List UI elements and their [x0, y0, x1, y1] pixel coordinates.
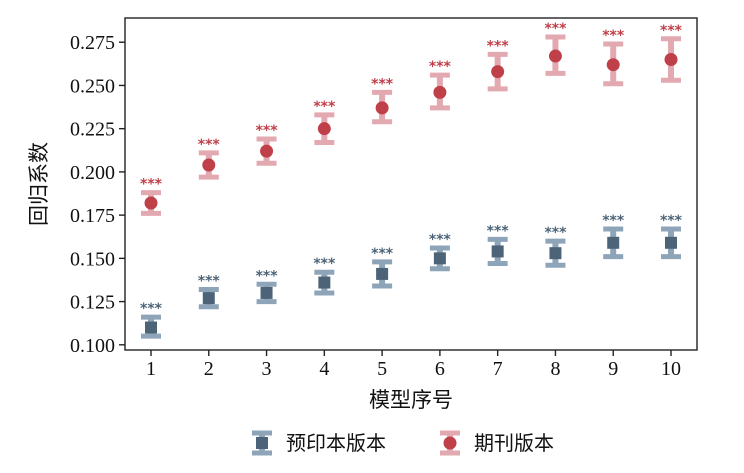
data-point	[606, 58, 620, 72]
series-2: *** *** *** *** *** *** *** *** *** ***	[140, 21, 683, 216]
data-point	[433, 252, 446, 265]
x-tick-label: 9	[608, 358, 618, 380]
data-point	[664, 53, 678, 66]
significance-label: ***	[313, 256, 336, 272]
legend-swatch	[256, 437, 268, 449]
significance-label: ***	[429, 232, 452, 248]
y-tick-label: 0.250	[70, 75, 115, 97]
significance-label: ***	[140, 177, 163, 193]
data-point	[145, 321, 157, 334]
significance-label: ***	[660, 213, 683, 229]
y-tick-label: 0.225	[70, 119, 115, 141]
x-tick-label: 4	[319, 358, 329, 380]
data-point	[202, 292, 215, 305]
chart-marks: ****** *************** ****** *************…	[140, 21, 683, 339]
x-tick-label: 2	[204, 358, 214, 380]
significance-label: ***	[140, 301, 163, 317]
significance-label: ***	[198, 137, 221, 153]
data-point	[260, 144, 274, 158]
significance-label: ***	[429, 59, 452, 75]
significance-label: ***	[371, 76, 394, 92]
significance-label: ***	[371, 246, 394, 262]
x-tick-label: 8	[550, 358, 560, 380]
data-point	[491, 245, 504, 258]
significance-label: ***	[544, 225, 567, 241]
data-point	[491, 65, 505, 79]
legend-item-2: 期刊版本	[440, 430, 554, 456]
significance-label: ***	[602, 213, 625, 229]
x-tick-label: 1	[146, 358, 156, 380]
data-point	[260, 286, 273, 299]
significance-label: ***	[487, 38, 510, 54]
y-tick-label: 0.125	[70, 292, 115, 314]
x-tick-label: 7	[493, 358, 503, 380]
x-tick-label: 6	[435, 358, 445, 380]
x-tick-label: 5	[377, 358, 387, 380]
plot-frame	[124, 17, 698, 351]
legend-label: 期刊版本	[474, 431, 554, 455]
significance-label: ***	[198, 273, 221, 289]
significance-label: ***	[313, 99, 336, 115]
y-tick-label: 0.175	[70, 205, 115, 227]
data-point	[318, 276, 331, 289]
x-tick-label: 10	[661, 358, 681, 380]
data-point	[144, 196, 158, 210]
data-point	[433, 85, 447, 99]
legend-label: 预印本版本	[286, 431, 386, 455]
data-point	[665, 236, 677, 249]
significance-label: ***	[256, 268, 279, 284]
data-point	[202, 158, 216, 172]
data-point	[375, 101, 389, 115]
y-axis-title: 回归系数	[27, 142, 51, 226]
x-tick-label: 3	[262, 358, 272, 380]
data-point	[317, 122, 331, 136]
significance-label: ***	[256, 123, 279, 139]
data-point	[376, 267, 389, 280]
significance-label: ***	[602, 28, 625, 44]
x-axis-title: 模型序号	[369, 388, 453, 412]
data-point	[607, 236, 620, 249]
y-tick-label: 0.100	[70, 335, 115, 357]
data-point	[549, 247, 562, 260]
legend-swatch	[443, 436, 457, 450]
chart-axes: 0.100 0.125 0.150 0.175 0.200 0.225 0.250 0.275…	[27, 17, 698, 412]
y-tick-label: 0.200	[70, 162, 115, 184]
chart-legend: 预印本版本 期刊版本	[252, 430, 554, 456]
series-1: *** *** *** *** *** *** *** *** *** ***	[140, 213, 683, 339]
y-tick-label: 0.150	[70, 248, 115, 270]
y-tick-label: 0.275	[70, 32, 115, 54]
significance-label: ***	[660, 23, 683, 39]
data-point	[548, 49, 562, 63]
significance-label: ***	[544, 21, 567, 37]
legend-item-1: 预印本版本	[252, 430, 386, 456]
significance-label: ***	[487, 223, 510, 239]
